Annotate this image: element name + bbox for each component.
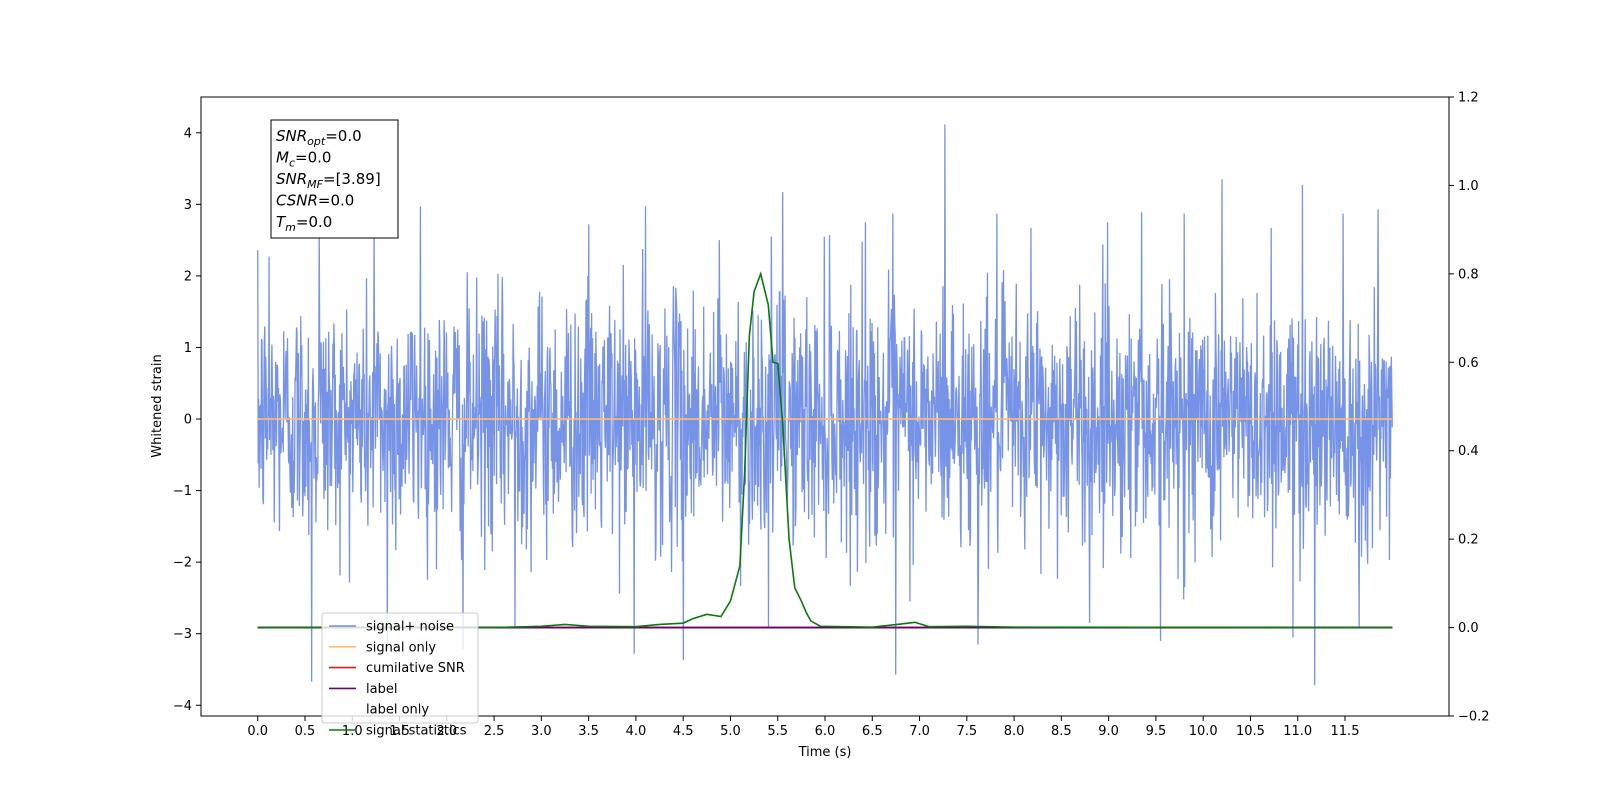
- annotation-line: Mc=0.0: [276, 149, 331, 170]
- x-tick-label: 10.5: [1236, 724, 1265, 739]
- x-tick-label: 4.0: [626, 724, 647, 739]
- y-tick-label: 1: [184, 341, 192, 356]
- y2-tick-label: 0.2: [1458, 533, 1479, 548]
- x-tick-label: 8.5: [1051, 724, 1072, 739]
- x-tick-label: 6.5: [862, 724, 883, 739]
- x-tick-label: 2.0: [436, 724, 457, 739]
- x-tick-label: 10.0: [1189, 724, 1218, 739]
- x-tick-label: 7.0: [909, 724, 930, 739]
- x-tick-label: 5.0: [720, 724, 741, 739]
- legend-label-signal-only: signal only: [366, 640, 436, 655]
- x-axis-label: Time (s): [798, 745, 852, 760]
- y-tick-label: −1: [173, 484, 192, 499]
- annotation-line: Tm=0.0: [276, 213, 332, 234]
- series-signal-statistics: [257, 271, 1393, 629]
- x-tick-label: 3.5: [578, 724, 599, 739]
- x-tick-label: 6.0: [815, 724, 836, 739]
- plot-area: [257, 124, 1393, 686]
- y-ticks: −4 −3 −2 −1 0 1 2 3 4: [173, 126, 201, 714]
- x-tick-label: 1.0: [342, 724, 363, 739]
- legend-label-cumilative-snr: cumilative SNR: [366, 661, 465, 676]
- y2-tick-label: 1.2: [1458, 91, 1479, 106]
- y2-ticks: −0.2 0.0 0.2 0.4 0.6 0.8 1.0 1.2: [1449, 91, 1490, 725]
- x-tick-label: 5.5: [767, 724, 788, 739]
- legend-label-label-only: label only: [366, 703, 429, 718]
- legend-frame: [321, 612, 479, 724]
- legend: signal+ noise signal only cumilative SNR la…: [321, 612, 479, 739]
- y2-tick-label: 0.8: [1458, 267, 1479, 282]
- x-tick-label: 3.0: [531, 724, 552, 739]
- y-tick-label: −3: [173, 627, 192, 642]
- y2-tick-label: 0.0: [1458, 621, 1479, 636]
- y-tick-label: 0: [184, 413, 192, 428]
- x-tick-label: 2.5: [484, 724, 505, 739]
- legend-label-label: label: [366, 682, 397, 697]
- y-tick-label: −2: [173, 556, 192, 571]
- y-tick-label: 3: [184, 198, 192, 213]
- x-tick-label: 9.5: [1146, 724, 1167, 739]
- legend-label-signal-noise: signal+ noise: [366, 620, 454, 635]
- y2-tick-label: 1.0: [1458, 179, 1479, 194]
- series-signal-noise: [257, 124, 1393, 686]
- legend-label-signal-statistics: signal statistics: [366, 724, 467, 739]
- y2-tick-label: 0.4: [1458, 444, 1479, 459]
- annotation-frame: [270, 119, 399, 239]
- annotation-line: CSNR=0.0: [276, 192, 354, 210]
- y2-tick-label: −0.2: [1458, 710, 1490, 725]
- x-tick-label: 11.5: [1331, 724, 1360, 739]
- y-tick-label: −4: [173, 699, 192, 714]
- x-tick-label: 0.5: [295, 724, 316, 739]
- y2-tick-label: 0.6: [1458, 356, 1479, 371]
- annotation-line: SNRMF=[3.89]: [276, 170, 381, 191]
- x-tick-label: 9.0: [1098, 724, 1119, 739]
- x-tick-label: 0.0: [247, 724, 268, 739]
- x-ticks: 0.0 0.5 1.0 1.5 2.0 2.5 3.0 3.5 4.0 4.5 5.0 5.5 6.0 6…: [247, 716, 1359, 739]
- x-tick-label: 11.0: [1283, 724, 1312, 739]
- x-tick-label: 7.5: [956, 724, 977, 739]
- x-tick-label: 4.5: [673, 724, 694, 739]
- annotation-line: SNRopt=0.0: [276, 127, 362, 148]
- x-tick-label: 1.5: [389, 724, 410, 739]
- x-tick-label: 8.0: [1004, 724, 1025, 739]
- y-tick-label: 4: [184, 126, 192, 141]
- y-tick-label: 2: [184, 269, 192, 284]
- y-axis-label: Whitened strain: [150, 354, 165, 457]
